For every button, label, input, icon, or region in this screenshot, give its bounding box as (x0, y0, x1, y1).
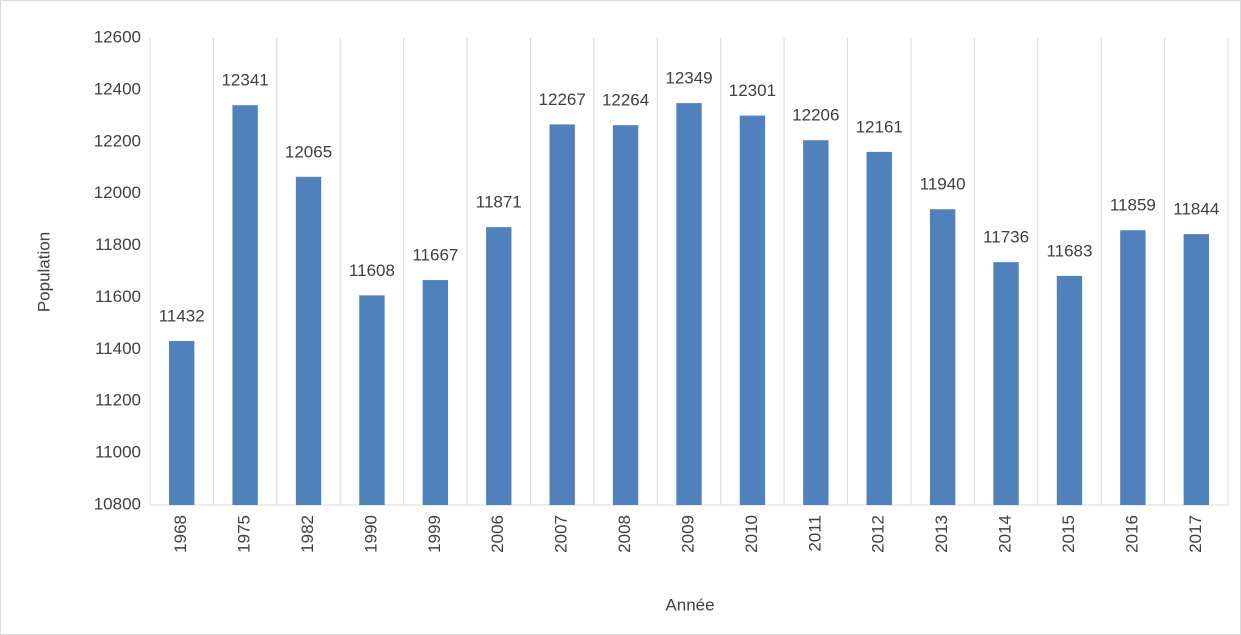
x-tick-label: 2007 (552, 515, 571, 553)
data-label: 12349 (665, 69, 712, 88)
data-label: 12206 (792, 106, 839, 125)
x-tick-label: 1999 (425, 515, 444, 553)
y-tick-label: 11600 (95, 287, 141, 306)
bar (676, 103, 702, 506)
bar (929, 209, 956, 505)
y-tick-label: 10800 (94, 494, 141, 513)
data-label: 12161 (856, 117, 903, 136)
y-tick-label: 12400 (94, 79, 141, 98)
bar (993, 262, 1019, 505)
data-label: 11844 (1173, 200, 1219, 219)
y-tick-label: 12000 (94, 183, 141, 202)
y-axis-title: Population (34, 232, 53, 312)
x-tick-label: 2008 (615, 515, 634, 553)
bar (803, 140, 829, 505)
data-label: 12065 (285, 142, 332, 161)
y-tick-label: 11000 (95, 443, 141, 462)
data-label: 11871 (476, 193, 522, 212)
data-label: 12341 (221, 71, 268, 90)
bar (295, 176, 322, 505)
bar (359, 295, 385, 505)
data-label: 12264 (602, 91, 649, 110)
x-tick-label: 2011 (805, 515, 824, 552)
bar (486, 227, 512, 505)
bar (612, 125, 639, 505)
x-tick-label: 1975 (235, 515, 254, 553)
data-label: 11859 (1110, 196, 1156, 215)
bar (739, 115, 766, 506)
x-tick-label: 2016 (1122, 515, 1141, 553)
x-tick-label: 2014 (996, 515, 1015, 553)
x-tick-label: 2017 (1186, 515, 1205, 553)
x-tick-label: 1990 (361, 515, 380, 553)
x-axis-title: Année (665, 595, 714, 614)
data-label: 11683 (1046, 241, 1092, 260)
data-label: 11608 (349, 261, 395, 280)
data-label: 11667 (412, 246, 458, 265)
y-tick-label: 11800 (95, 235, 141, 254)
y-tick-label: 12200 (94, 131, 141, 150)
x-tick-label: 2013 (932, 515, 951, 553)
bar (232, 105, 258, 506)
bar (1056, 275, 1083, 505)
data-label: 11736 (983, 228, 1029, 247)
y-tick-label: 11200 (95, 391, 141, 410)
x-tick-label: 1982 (298, 515, 317, 553)
bar (1183, 234, 1209, 505)
x-tick-label: 2009 (678, 515, 697, 553)
y-tick-label: 11400 (95, 339, 141, 358)
bar (866, 151, 892, 505)
y-tick-label: 12600 (94, 27, 141, 46)
bar (422, 280, 449, 505)
x-tick-label: 2006 (488, 515, 507, 553)
x-tick-label: 2012 (869, 515, 888, 553)
bar (169, 341, 195, 505)
data-label: 12267 (539, 90, 586, 109)
data-label: 12301 (729, 81, 776, 100)
bar (1120, 230, 1146, 505)
data-label: 11940 (920, 175, 966, 194)
data-label: 11432 (159, 307, 205, 326)
x-tick-label: 1968 (171, 515, 190, 553)
bar (549, 124, 575, 506)
x-tick-label: 2010 (742, 515, 761, 553)
x-tick-label: 2015 (1059, 515, 1078, 553)
